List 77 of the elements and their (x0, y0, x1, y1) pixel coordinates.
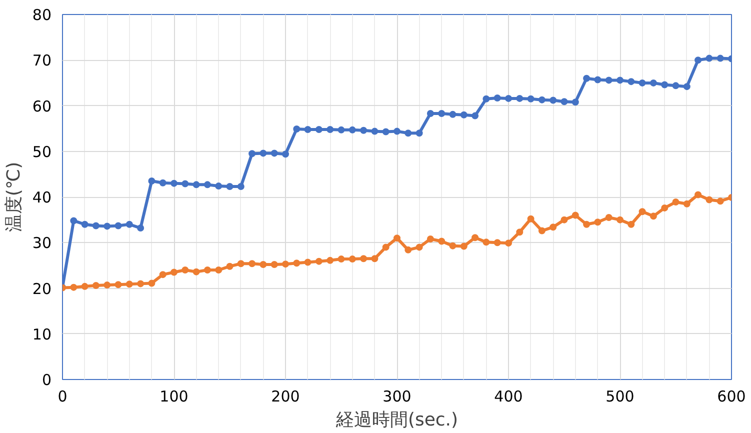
point (716, 54, 724, 62)
point (404, 130, 412, 137)
x-axis-title: 経過時間(sec.) (334, 410, 458, 430)
point (438, 110, 446, 117)
point (628, 78, 635, 86)
point (215, 182, 222, 190)
point (694, 56, 702, 64)
point (527, 95, 534, 102)
point (416, 130, 423, 137)
point (293, 126, 300, 133)
point (81, 220, 88, 228)
point (114, 222, 122, 230)
point (672, 82, 680, 90)
point (583, 74, 590, 82)
point (482, 95, 490, 102)
point (683, 83, 690, 90)
point (204, 181, 211, 188)
y-tick-label: 50 (32, 142, 52, 161)
y-tick-label: 60 (32, 97, 52, 116)
point (237, 183, 244, 190)
point (706, 54, 713, 62)
x-tick-label: 200 (271, 388, 300, 406)
point (104, 222, 111, 230)
point (460, 111, 468, 118)
point (594, 76, 602, 84)
point (348, 126, 356, 134)
point (192, 181, 200, 188)
y-tick-label: 30 (32, 234, 52, 252)
point (650, 79, 657, 86)
point (304, 126, 312, 133)
point (472, 112, 479, 120)
point (616, 76, 624, 84)
point (92, 222, 100, 230)
y-tick-label: 10 (32, 325, 52, 344)
point (282, 150, 289, 158)
point (638, 79, 646, 86)
point (560, 98, 568, 106)
point (326, 126, 334, 133)
point (338, 126, 345, 134)
point (382, 128, 390, 136)
point (394, 128, 400, 135)
point (572, 98, 579, 106)
point (494, 94, 501, 102)
y-tick-label: 70 (32, 52, 52, 70)
point (70, 217, 78, 224)
point (315, 126, 322, 133)
point (605, 76, 612, 84)
y-axis-title: 温度(℃) (3, 162, 24, 232)
x-tick-label: 600 (717, 388, 746, 406)
x-tick-label: 400 (494, 388, 523, 406)
point (137, 224, 144, 232)
y-tick-label: 0 (42, 371, 52, 389)
y-tick-label: 20 (32, 280, 52, 298)
x-tick-label: 0 (58, 388, 68, 406)
point (360, 126, 368, 134)
point (126, 220, 133, 228)
point (538, 96, 546, 104)
point (270, 150, 278, 157)
point (505, 94, 512, 102)
point (449, 110, 456, 118)
point (260, 150, 267, 157)
point (170, 180, 178, 187)
point (182, 180, 189, 188)
point (371, 128, 378, 135)
point (661, 81, 668, 88)
point (516, 94, 524, 102)
point (226, 183, 234, 190)
x-tick-label: 500 (606, 388, 634, 406)
x-tick-label: 300 (382, 388, 412, 406)
y-tick-label: 40 (32, 188, 52, 206)
point (426, 110, 434, 117)
point (248, 150, 256, 158)
point (550, 96, 557, 104)
y-tick-label: 80 (32, 6, 52, 24)
point (148, 178, 156, 185)
x-tick-label: 100 (160, 388, 188, 406)
point (159, 179, 166, 186)
